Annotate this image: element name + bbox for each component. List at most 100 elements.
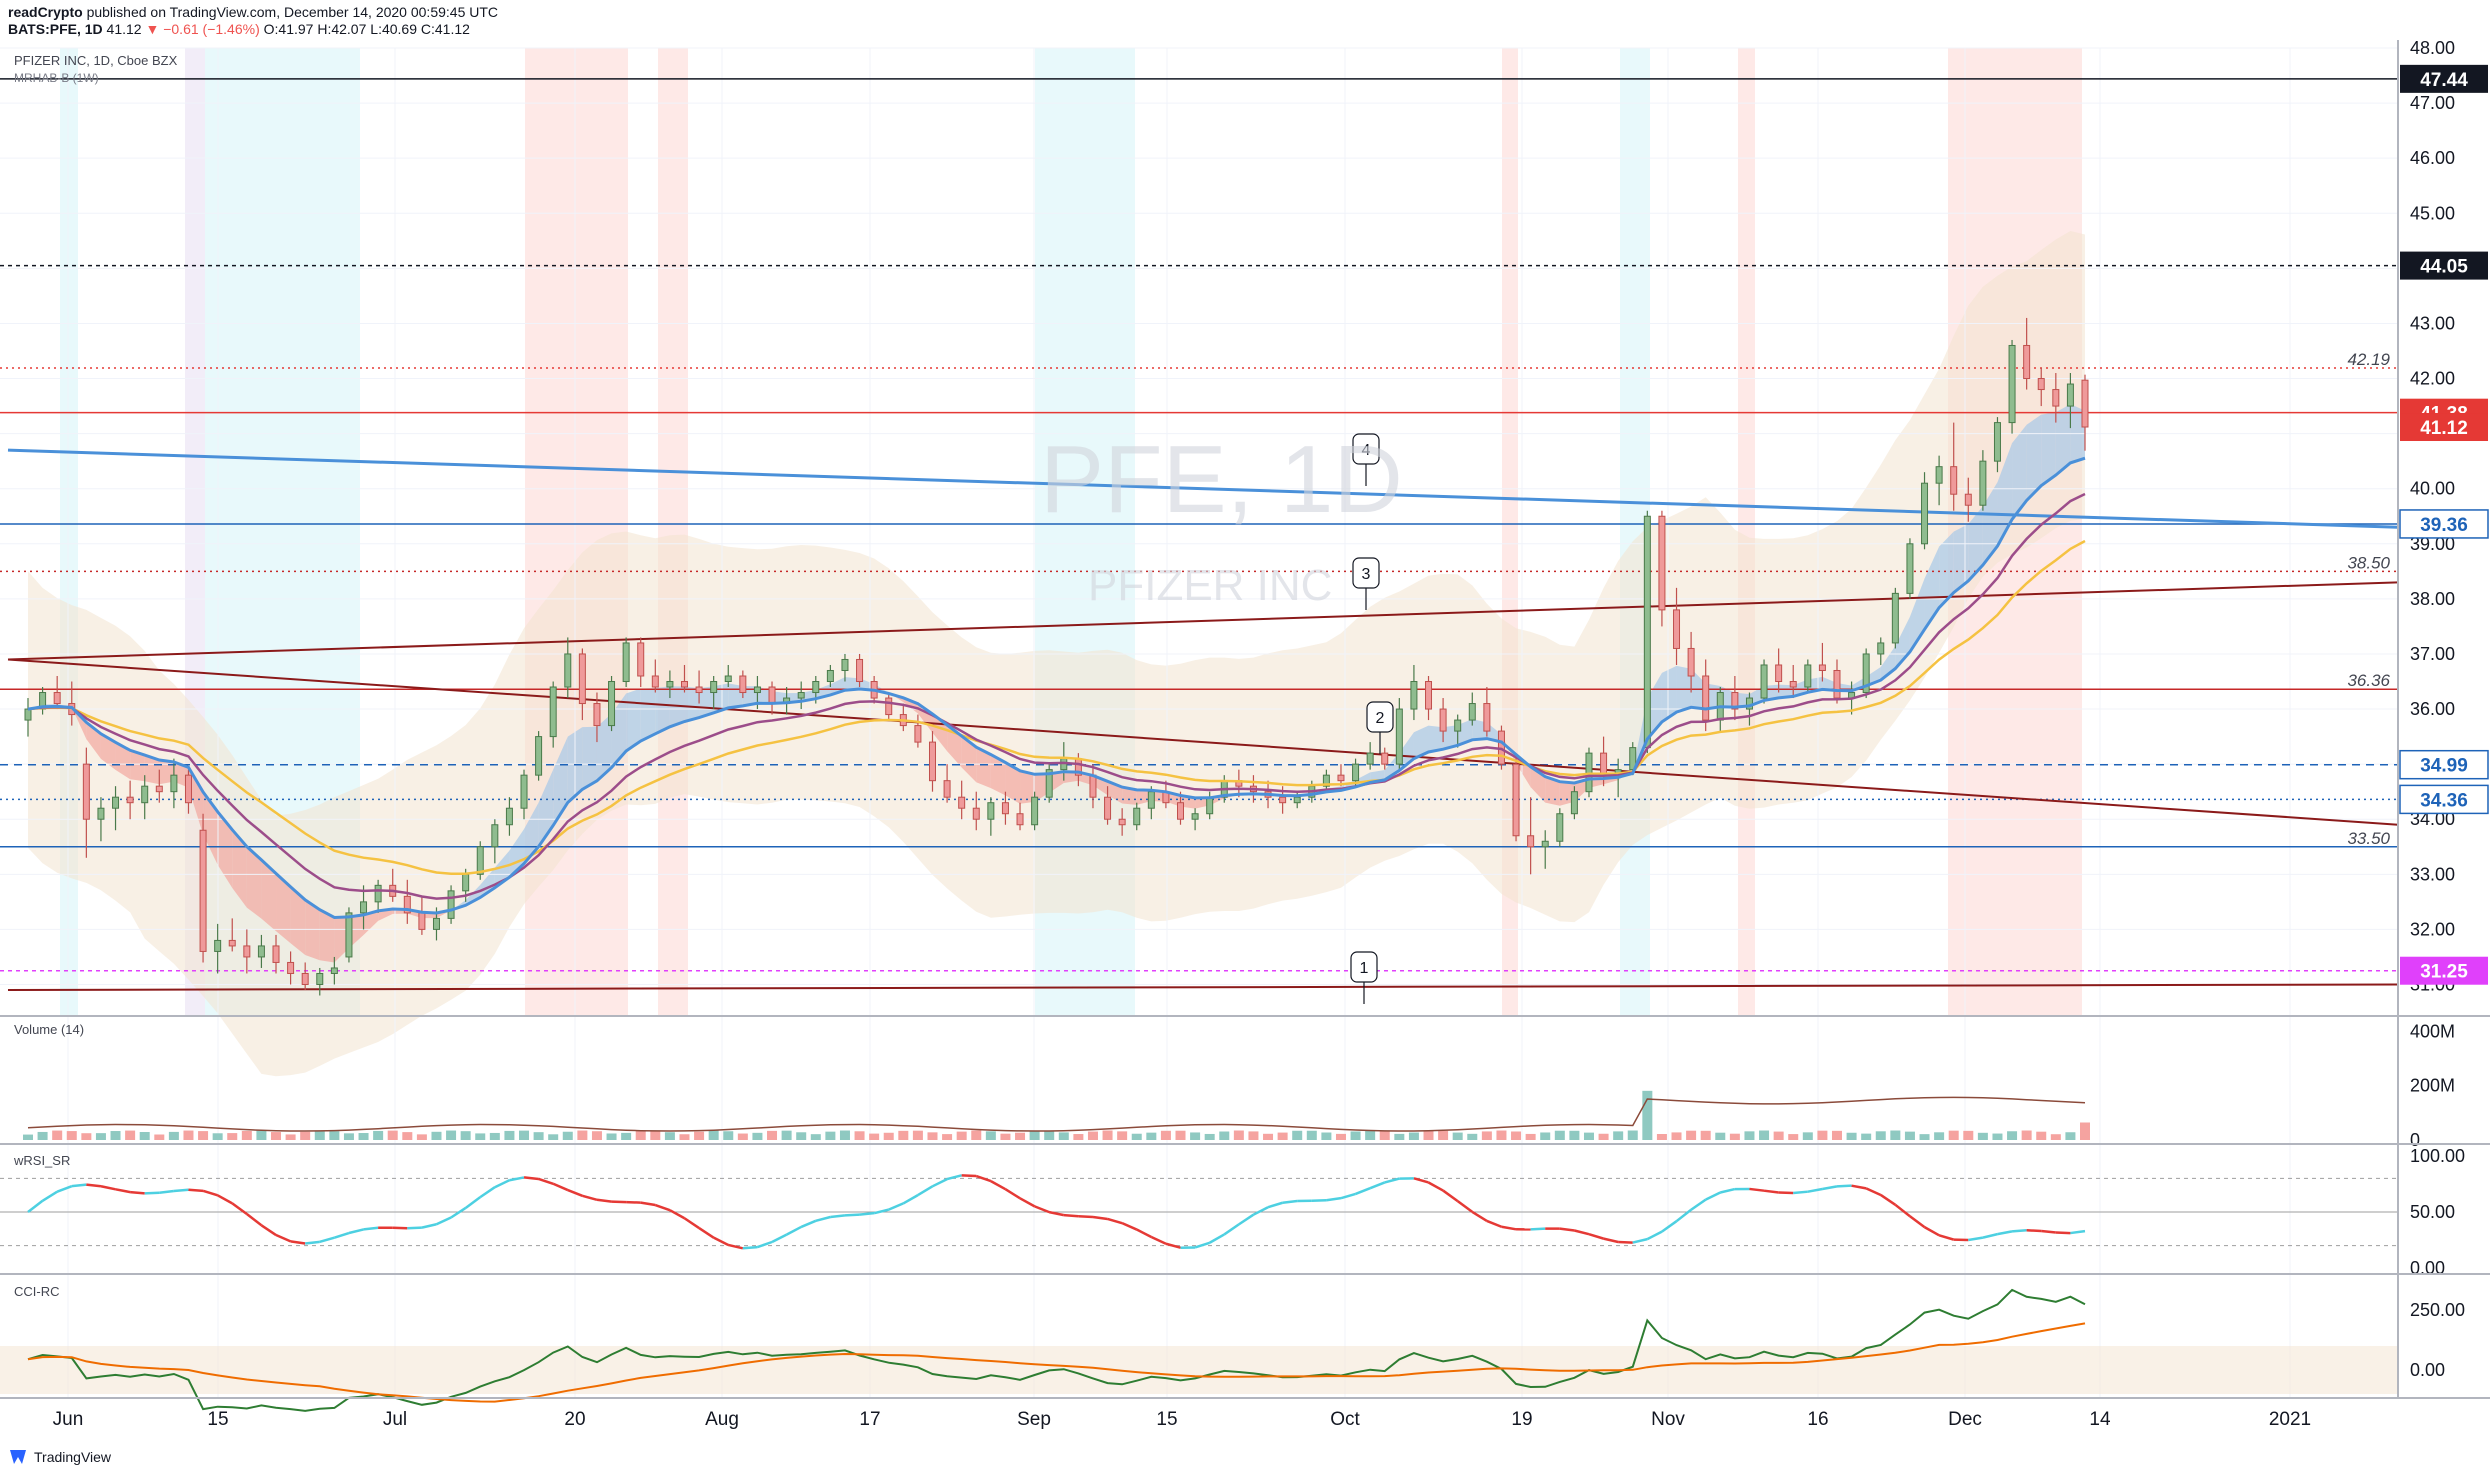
candle bbox=[958, 780, 966, 820]
rsi-line-segment bbox=[305, 1240, 320, 1245]
time-tick: Nov bbox=[1651, 1409, 1685, 1430]
volume-bar bbox=[1919, 1134, 1930, 1140]
candle-body bbox=[1454, 719, 1462, 732]
volume-bar bbox=[781, 1130, 792, 1140]
volume-bar bbox=[679, 1134, 690, 1140]
rsi-line-segment bbox=[392, 1226, 408, 1230]
rsi-line-segment bbox=[975, 1174, 992, 1183]
volume-bar bbox=[562, 1131, 573, 1140]
trend-cloud-segment bbox=[1486, 722, 1502, 743]
volume-bar bbox=[1219, 1131, 1230, 1140]
symbol-line: BATS:PFE, 1D bbox=[8, 21, 103, 37]
trend-cloud-segment bbox=[1063, 771, 1079, 783]
rsi-line-segment bbox=[859, 1211, 875, 1216]
volume-bar bbox=[402, 1132, 413, 1140]
rsi-line-segment bbox=[1646, 1230, 1663, 1241]
rsi-line-segment bbox=[582, 1194, 598, 1201]
rsi-line-segment bbox=[333, 1231, 350, 1239]
price-tick: 43.00 bbox=[2410, 313, 2455, 333]
candle bbox=[972, 791, 980, 831]
candle-body bbox=[549, 686, 557, 738]
volume-bar bbox=[1846, 1132, 1857, 1140]
candle bbox=[1775, 648, 1783, 693]
trend-cloud-segment bbox=[976, 747, 991, 789]
rsi-tick: 50.00 bbox=[2410, 1202, 2455, 1222]
candle-body bbox=[82, 763, 90, 820]
volume-bar bbox=[1963, 1130, 1974, 1140]
rsi-line-segment bbox=[2011, 1229, 2027, 1233]
signal-band bbox=[658, 48, 688, 1016]
candle-body bbox=[1833, 669, 1841, 699]
rsi-line-segment bbox=[727, 1243, 744, 1250]
volume-bar bbox=[1306, 1130, 1317, 1140]
candle-body bbox=[1191, 813, 1199, 820]
candle-body bbox=[24, 708, 32, 721]
rsi-line-segment bbox=[1048, 1210, 1065, 1217]
rsi-line-segment bbox=[1822, 1185, 1838, 1191]
candle-body bbox=[680, 681, 688, 688]
candle-body bbox=[1687, 647, 1695, 677]
time-tick: 15 bbox=[207, 1409, 228, 1430]
volume-bar bbox=[912, 1130, 923, 1140]
candle bbox=[1031, 791, 1039, 831]
candle-body bbox=[505, 807, 513, 826]
candle-body bbox=[462, 873, 470, 892]
volume-bar bbox=[241, 1130, 252, 1140]
rsi-line-segment bbox=[464, 1196, 481, 1209]
volume-bar bbox=[1729, 1133, 1740, 1140]
rsi-line-segment bbox=[1136, 1228, 1152, 1239]
candle-body bbox=[1658, 515, 1666, 611]
candle-body bbox=[1541, 840, 1549, 848]
rsi-line-segment bbox=[27, 1199, 44, 1213]
rsi-line-segment bbox=[1632, 1237, 1648, 1244]
rsi-line-segment bbox=[1836, 1184, 1852, 1188]
trend-cloud-segment bbox=[1939, 531, 1954, 608]
rsi-tick: 100.00 bbox=[2410, 1146, 2465, 1166]
candle bbox=[2037, 367, 2045, 407]
cci-tick: 0.00 bbox=[2410, 1360, 2445, 1380]
volume-bar bbox=[1540, 1132, 1551, 1140]
candle-body bbox=[535, 736, 543, 776]
volume-bar bbox=[1438, 1130, 1449, 1140]
ohlc-low: L:40.69 bbox=[370, 21, 417, 37]
candle bbox=[1658, 510, 1666, 627]
volume-bar bbox=[1992, 1133, 2003, 1140]
candle bbox=[520, 769, 528, 820]
volume-bar bbox=[285, 1134, 296, 1140]
rsi-line-segment bbox=[800, 1219, 817, 1229]
candle bbox=[2081, 374, 2089, 451]
rsi-line-segment bbox=[202, 1189, 219, 1197]
volume-bar bbox=[752, 1132, 763, 1140]
price-change: −0.61 (−1.46%) bbox=[163, 21, 260, 37]
rsi-line-segment bbox=[1267, 1201, 1283, 1209]
rsi-line-segment bbox=[815, 1215, 831, 1223]
rsi-line-segment bbox=[552, 1182, 569, 1192]
candle-body bbox=[1702, 675, 1710, 721]
candle bbox=[1862, 648, 1870, 699]
candle bbox=[272, 934, 280, 974]
volume-bar bbox=[504, 1130, 515, 1140]
candle bbox=[2008, 339, 2016, 434]
candle bbox=[257, 934, 265, 968]
rsi-line-segment bbox=[713, 1236, 729, 1247]
volume-bar bbox=[1350, 1131, 1361, 1140]
trend-cloud-segment bbox=[1559, 781, 1575, 806]
watermark-name: PFIZER INC bbox=[1088, 561, 1332, 610]
watermark-symbol: PFE, 1D bbox=[1040, 426, 1403, 533]
candle bbox=[1322, 769, 1330, 792]
callout-1: 1 bbox=[1350, 951, 1378, 1004]
candle-body bbox=[53, 692, 61, 705]
volume-bar bbox=[737, 1133, 748, 1140]
callout-label: 1 bbox=[1360, 960, 1369, 977]
candle bbox=[374, 879, 382, 913]
rsi-line-segment bbox=[1661, 1220, 1678, 1233]
candle bbox=[2052, 373, 2060, 423]
tradingview-brand[interactable]: TradingView bbox=[8, 1448, 111, 1466]
last-price: 41.12 bbox=[106, 21, 142, 37]
candle-body bbox=[243, 945, 251, 958]
trendlines bbox=[7, 448, 2399, 991]
candle-body bbox=[374, 884, 382, 903]
candle-body bbox=[228, 939, 236, 947]
